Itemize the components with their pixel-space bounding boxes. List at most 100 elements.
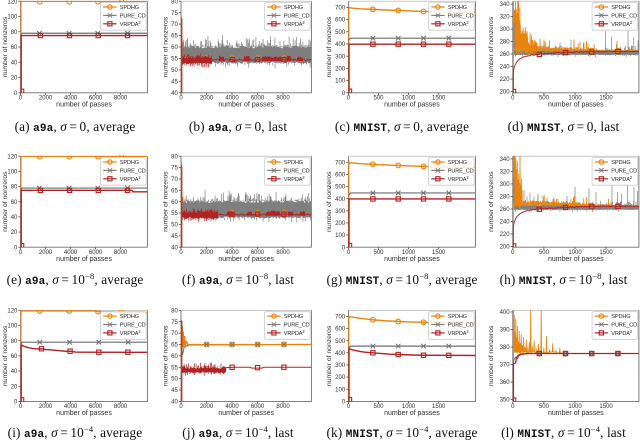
svg-text:1000: 1000 [568,404,582,410]
svg-text:40: 40 [171,400,178,406]
svg-text:number of nonzeros: number of nonzeros [2,16,9,77]
svg-text:number of passes: number of passes [548,102,604,109]
svg-text:500: 500 [335,185,346,191]
svg-text:100: 100 [335,233,346,239]
svg-text:50: 50 [171,377,178,383]
svg-text:number of passes: number of passes [218,410,274,417]
svg-text:100: 100 [335,79,346,85]
svg-text:40: 40 [171,91,178,97]
svg-text:PURE_CD: PURE_CD [448,169,474,175]
svg-text:4000: 4000 [225,250,239,256]
svg-text:SPDHG: SPDHG [448,314,467,320]
svg-text:45: 45 [171,388,178,394]
svg-text:60: 60 [171,354,178,360]
svg-text:number of nonzeros: number of nonzeros [2,325,9,386]
svg-text:6000: 6000 [251,404,265,410]
svg-text:0: 0 [19,404,23,410]
svg-text:75: 75 [171,11,178,17]
svg-text:number of passes: number of passes [56,102,112,109]
svg-text:240: 240 [500,65,511,71]
svg-text:0: 0 [347,404,351,410]
svg-text:number of nonzeros: number of nonzeros [326,171,333,232]
svg-text:0: 0 [347,95,351,101]
svg-text:4000: 4000 [64,95,78,101]
svg-text:1500: 1500 [599,250,613,256]
svg-text:8000: 8000 [114,404,128,410]
svg-text:120: 120 [7,154,18,160]
svg-text:0: 0 [14,245,18,251]
svg-text:1000: 1000 [568,250,582,256]
svg-text:1500: 1500 [432,404,446,410]
svg-text:VRPDA2: VRPDA2 [120,329,142,337]
svg-text:400: 400 [335,42,346,48]
svg-text:65: 65 [171,34,178,40]
svg-text:0: 0 [342,400,346,406]
svg-text:VRPDA2: VRPDA2 [611,175,633,183]
svg-text:4000: 4000 [64,250,78,256]
svg-text:75: 75 [171,320,178,326]
svg-text:0: 0 [179,95,183,101]
svg-text:120: 120 [7,308,18,314]
svg-text:600: 600 [335,18,346,24]
svg-text:number of nonzeros: number of nonzeros [162,325,169,386]
svg-text:VRPDA2: VRPDA2 [284,329,306,337]
svg-text:70: 70 [171,22,178,28]
svg-text:240: 240 [500,220,511,226]
svg-text:number of nonzeros: number of nonzeros [326,325,333,386]
svg-text:60: 60 [171,200,178,206]
svg-text:PURE_CD: PURE_CD [611,169,637,175]
svg-text:320: 320 [500,170,511,176]
svg-text:4000: 4000 [225,404,239,410]
svg-text:VRPDA2: VRPDA2 [448,329,470,337]
svg-text:0: 0 [19,95,23,101]
svg-text:120: 120 [7,0,18,5]
svg-text:6000: 6000 [251,250,265,256]
svg-text:number of passes: number of passes [384,410,440,417]
svg-text:6000: 6000 [89,95,103,101]
svg-text:PURE_CD: PURE_CD [284,323,310,329]
svg-text:500: 500 [539,250,550,256]
svg-text:200: 200 [335,375,346,381]
svg-text:number of nonzeros: number of nonzeros [162,171,169,232]
svg-text:65: 65 [171,343,178,349]
svg-text:number of passes: number of passes [218,256,274,263]
svg-text:70: 70 [171,331,178,337]
svg-text:SPDHG: SPDHG [284,160,303,166]
svg-text:VRPDA2: VRPDA2 [284,20,306,28]
svg-text:300: 300 [335,209,346,215]
svg-text:2000: 2000 [39,404,53,410]
svg-text:PURE_CD: PURE_CD [448,14,474,20]
svg-text:number of passes: number of passes [56,410,112,417]
svg-text:80: 80 [171,308,178,314]
svg-text:400: 400 [335,351,346,357]
svg-text:70: 70 [171,177,178,183]
svg-text:350: 350 [500,398,511,404]
svg-text:SPDHG: SPDHG [120,5,139,11]
svg-text:340: 340 [500,157,511,163]
svg-text:55: 55 [171,57,178,63]
svg-text:80: 80 [171,154,178,160]
svg-text:1000: 1000 [402,250,416,256]
svg-text:0: 0 [179,250,183,256]
svg-text:80: 80 [11,339,18,345]
svg-text:8000: 8000 [114,250,128,256]
svg-text:PURE_CD: PURE_CD [120,169,146,175]
svg-text:0: 0 [14,91,18,97]
svg-text:700: 700 [335,5,346,11]
svg-text:1500: 1500 [432,250,446,256]
svg-text:number of nonzeros: number of nonzeros [2,171,9,232]
svg-text:6000: 6000 [89,250,103,256]
svg-text:1500: 1500 [599,404,613,410]
svg-text:300: 300 [335,363,346,369]
svg-text:number of passes: number of passes [218,102,274,109]
svg-text:PURE_CD: PURE_CD [120,323,146,329]
svg-text:50: 50 [171,223,178,229]
svg-text:55: 55 [171,211,178,217]
svg-text:1500: 1500 [432,95,446,101]
svg-text:8000: 8000 [276,250,290,256]
svg-text:2000: 2000 [200,404,214,410]
svg-text:number of nonzeros: number of nonzeros [326,16,333,77]
svg-text:1000: 1000 [402,404,416,410]
svg-text:8000: 8000 [276,95,290,101]
svg-text:20: 20 [11,76,18,82]
